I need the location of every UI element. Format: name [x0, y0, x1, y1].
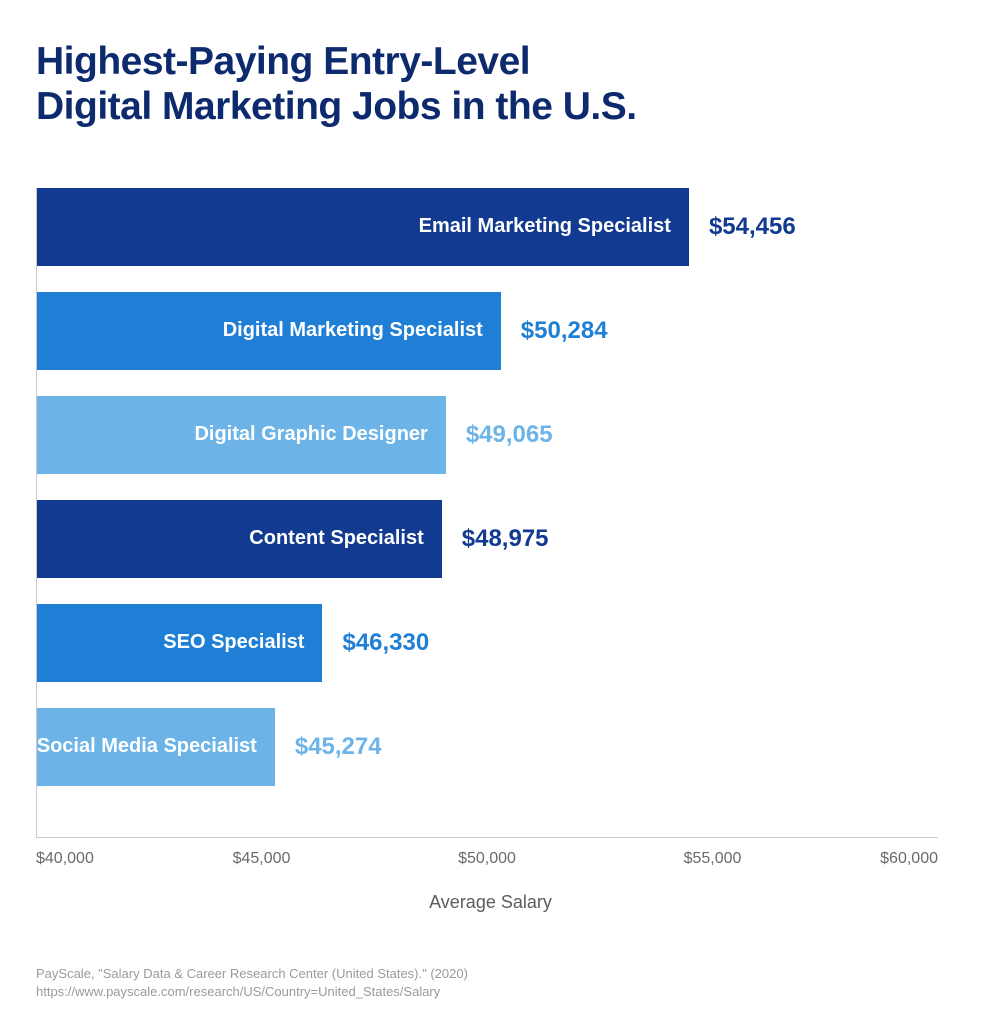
plot-area: Email Marketing Specialist $54,456 Digital…	[36, 188, 938, 838]
x-tick: $60,000	[880, 850, 938, 868]
bar-value: $54,456	[709, 213, 796, 241]
source-line-2: https://www.payscale.com/research/US/Cou…	[36, 983, 945, 1001]
bar: Digital Marketing Specialist	[37, 292, 501, 370]
bar-row: Digital Marketing Specialist $50,284	[37, 292, 938, 370]
x-tick: $45,000	[233, 850, 291, 868]
bar-value: $46,330	[342, 629, 429, 657]
source-line-1: PayScale, "Salary Data & Career Research…	[36, 965, 945, 983]
bar-row: Email Marketing Specialist $54,456	[37, 188, 938, 266]
x-tick: $55,000	[684, 850, 742, 868]
bar-label: Content Specialist	[249, 527, 423, 550]
x-tick: $40,000	[36, 850, 94, 868]
bar: Email Marketing Specialist	[37, 188, 689, 266]
bar-row: SEO Specialist $46,330	[37, 604, 938, 682]
bar-label: SEO Specialist	[163, 631, 304, 654]
source-citation: PayScale, "Salary Data & Career Research…	[36, 965, 945, 1001]
bar: Content Specialist	[37, 500, 442, 578]
x-axis-label: Average Salary	[36, 892, 945, 913]
title-line-1: Highest-Paying Entry-Level	[36, 40, 530, 83]
bar-row: Digital Graphic Designer $49,065	[37, 396, 938, 474]
x-axis-ticks: $40,000 $45,000 $50,000 $55,000 $60,000	[36, 838, 938, 870]
bar-label: Email Marketing Specialist	[419, 215, 671, 238]
bar-value: $50,284	[521, 317, 608, 345]
title-line-2: Digital Marketing Jobs in the U.S.	[36, 85, 637, 128]
chart-title: Highest-Paying Entry-Level Digital Marke…	[36, 40, 945, 130]
bar: Digital Graphic Designer	[37, 396, 446, 474]
bar-value: $49,065	[466, 421, 553, 449]
bar-label: Digital Graphic Designer	[194, 423, 427, 446]
x-tick: $50,000	[458, 850, 516, 868]
bar-value: $48,975	[462, 525, 549, 553]
bar-chart: Email Marketing Specialist $54,456 Digital…	[36, 188, 945, 913]
bar: SEO Specialist	[37, 604, 322, 682]
bar-row: Social Media Specialist $45,274	[37, 708, 938, 786]
bar-label: Digital Marketing Specialist	[223, 319, 483, 342]
bar-value: $45,274	[295, 733, 382, 761]
bar: Social Media Specialist	[37, 708, 275, 786]
bar-row: Content Specialist $48,975	[37, 500, 938, 578]
bar-label: Social Media Specialist	[37, 735, 257, 758]
